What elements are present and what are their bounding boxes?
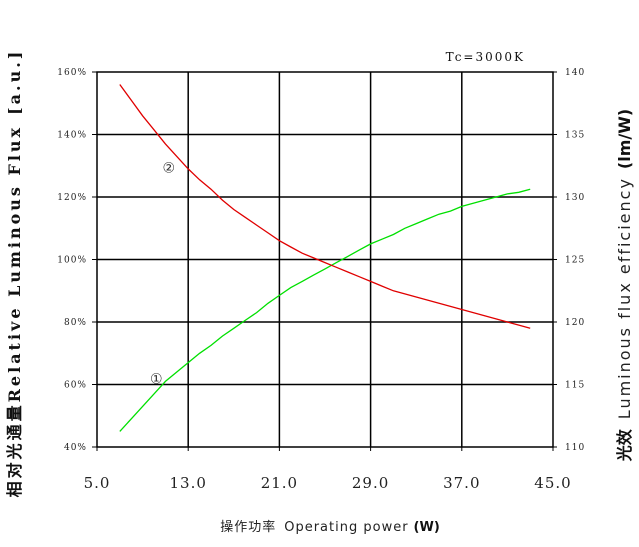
grid-lines [97, 72, 553, 447]
right-axis-label-en: Luminous flux efficiency [615, 177, 634, 419]
right-tick-label: 130 [565, 193, 585, 203]
right-tick-label: 140 [565, 68, 585, 78]
series-lines [119, 84, 531, 432]
x-tick-label: 29.0 [352, 474, 389, 492]
x-axis-label-en: Operating power [284, 520, 408, 535]
left-axis-label-unit: [a.u.] [5, 49, 24, 115]
x-axis-ticks: 5.0 13.0 21.0 29.0 37.0 45.0 [84, 447, 571, 492]
right-tick-label: 125 [565, 256, 585, 266]
chart-title: Tc=3000K [446, 50, 525, 64]
left-axis-ticks: 40% 60% 80% 100% 120% 140% 160% [57, 68, 97, 453]
left-tick-label: 160% [57, 68, 87, 78]
right-tick-label: 120 [565, 318, 585, 328]
x-tick-label: 45.0 [534, 474, 571, 492]
series-marker-2: ② [163, 160, 176, 176]
left-tick-label: 80% [64, 318, 87, 328]
left-tick-label: 60% [64, 381, 87, 391]
right-tick-label: 135 [565, 131, 585, 141]
series-line-1 [119, 188, 531, 432]
x-tick-label: 13.0 [169, 474, 206, 492]
right-tick-label: 110 [565, 443, 585, 453]
series-marker-1: ① [150, 371, 163, 387]
left-tick-label: 120% [57, 193, 87, 203]
x-tick-label: 37.0 [443, 474, 480, 492]
x-axis-label-cn: 操作功率 [220, 519, 276, 535]
x-tick-label: 5.0 [84, 474, 111, 492]
right-axis-label: 光效 Luminous flux efficiency (lm/W) [615, 109, 634, 462]
right-axis-label-cn: 光效 [615, 429, 634, 462]
right-axis-label-unit: (lm/W) [615, 109, 634, 169]
left-axis-label-en: Relative Luminous Flux [5, 125, 24, 402]
left-tick-label: 40% [64, 443, 87, 453]
left-tick-label: 140% [57, 131, 87, 141]
left-tick-label: 100% [57, 256, 87, 266]
x-axis-label: 操作功率 Operating power (W) [220, 519, 440, 535]
series-line-2 [119, 84, 531, 329]
left-axis-label: 相对光通量Relative Luminous Flux [a.u.] [5, 49, 24, 498]
left-axis-label-cn: 相对光通量 [5, 402, 24, 497]
right-tick-label: 115 [565, 381, 585, 391]
x-tick-label: 21.0 [261, 474, 298, 492]
right-axis-ticks: 110 115 120 125 130 135 140 [553, 68, 585, 453]
x-axis-label-unit: (W) [414, 520, 440, 535]
